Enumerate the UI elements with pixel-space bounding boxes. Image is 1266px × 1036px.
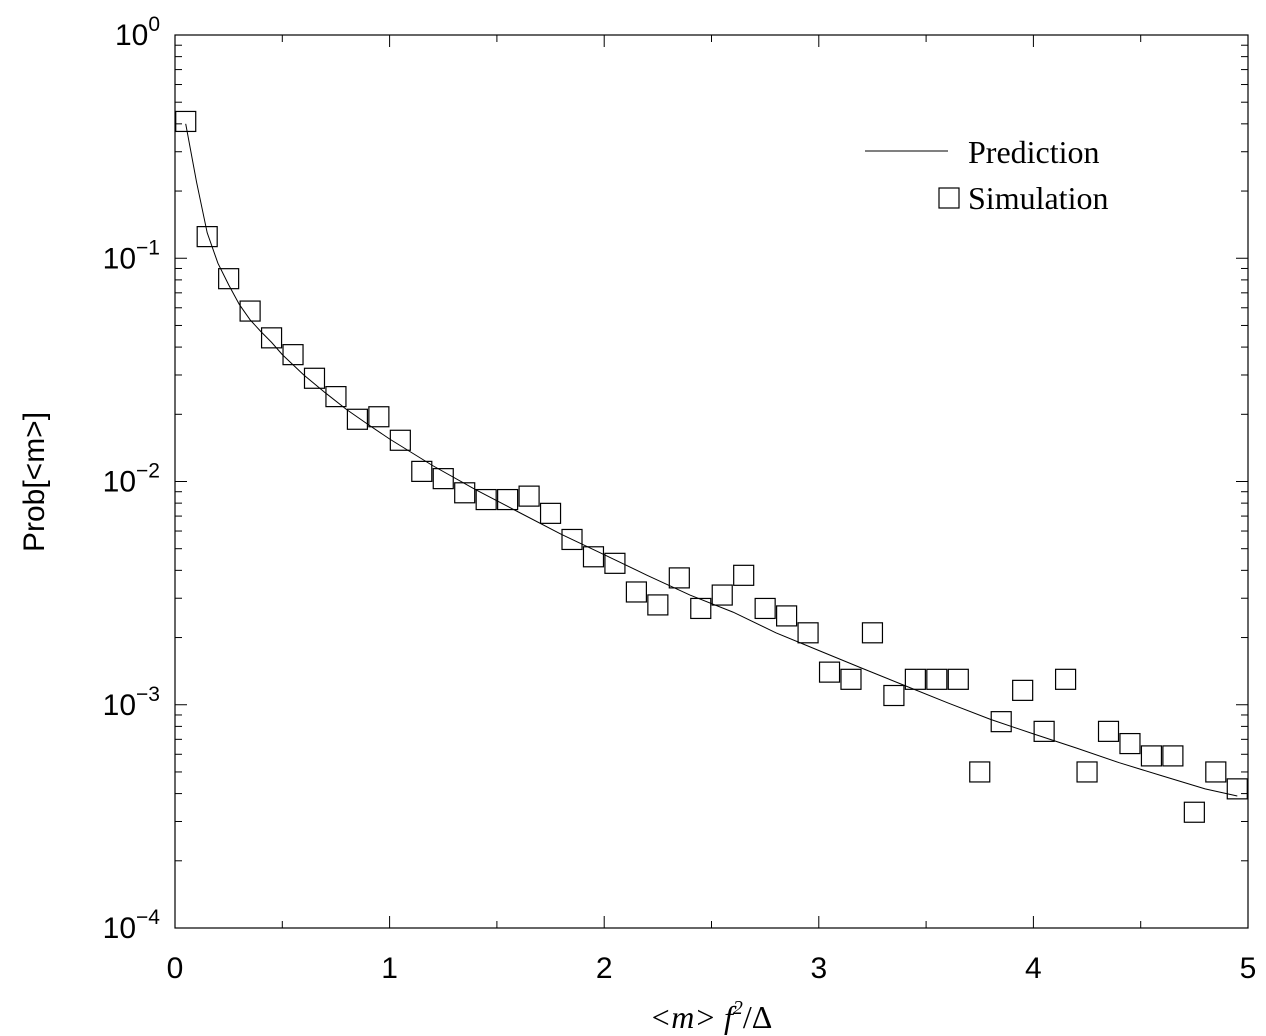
- simulation-point: [969, 761, 991, 783]
- simulation-point: [1033, 720, 1055, 742]
- x-tick-label: 4: [1025, 952, 1042, 985]
- simulation-point: [582, 546, 605, 568]
- y-tick-label: 10−3: [103, 683, 160, 722]
- x-tick-label: 5: [1240, 952, 1257, 985]
- simulation-point: [218, 268, 240, 290]
- legend-square-swatch: [938, 187, 960, 209]
- y-tick-label: 10−4: [103, 906, 161, 945]
- simulation-point: [325, 386, 347, 408]
- simulation-point: [947, 668, 969, 690]
- simulation-point: [175, 110, 197, 133]
- simulation-point: [690, 597, 712, 620]
- prediction-series-line: [185, 123, 1238, 797]
- x-axis-title-m: <m>: [650, 999, 716, 1035]
- simulation-point: [1205, 761, 1227, 783]
- simulation-point: [818, 661, 841, 683]
- simulation-point: [797, 622, 819, 644]
- simulation-point: [861, 622, 884, 644]
- simulation-point: [711, 584, 733, 606]
- simulation-point: [518, 485, 540, 507]
- simulation-point: [1183, 801, 1205, 823]
- simulation-point: [840, 668, 862, 690]
- simulation-point: [475, 488, 497, 511]
- simulation-point: [926, 668, 948, 690]
- simulation-point: [733, 564, 755, 586]
- legend-label-simulation: Simulation: [968, 180, 1108, 216]
- simulation-point: [1162, 745, 1184, 767]
- simulation-point: [647, 594, 669, 616]
- simulation-series-markers: [175, 110, 1248, 823]
- simulation-point: [883, 684, 905, 707]
- x-axis-title-exp: 2: [733, 997, 743, 1019]
- simulation-point: [1119, 732, 1141, 755]
- simulation-point: [303, 367, 326, 389]
- x-tick-label: 1: [381, 952, 398, 985]
- simulation-point: [604, 552, 626, 574]
- legend-label-prediction: Prediction: [968, 134, 1100, 170]
- simulation-point: [454, 482, 476, 504]
- simulation-point: [1012, 679, 1034, 701]
- y-tick-label: 10−2: [103, 460, 160, 499]
- legend: Prediction Simulation: [865, 134, 1108, 216]
- simulation-point: [239, 300, 261, 322]
- x-tick-label: 2: [596, 952, 613, 985]
- simulation-point: [625, 581, 647, 603]
- x-tick-labels: 0 1 2 3 4 5: [167, 952, 1257, 985]
- simulation-point: [1076, 761, 1098, 783]
- simulation-point: [260, 327, 283, 349]
- simulation-point: [561, 528, 583, 551]
- simulation-point: [497, 488, 519, 511]
- simulation-point: [432, 468, 454, 490]
- simulation-point: [1226, 778, 1248, 800]
- simulation-point: [368, 406, 390, 428]
- y-tick-labels: 100 10−1 10−2 10−3 10−4: [103, 13, 161, 945]
- simulation-point: [776, 605, 798, 627]
- simulation-point: [668, 567, 690, 589]
- simulation-point: [282, 344, 304, 366]
- y-tick-label: 10−1: [103, 236, 160, 275]
- simulation-point: [1054, 668, 1077, 690]
- simulation-point: [196, 226, 218, 248]
- simulation-point: [411, 460, 433, 482]
- x-tick-label: 0: [167, 952, 184, 985]
- x-axis-title-rest: /Δ: [743, 999, 772, 1035]
- simulation-point: [904, 668, 926, 690]
- x-axis-title: <m> f2/Δ: [650, 997, 773, 1035]
- simulation-point: [539, 502, 562, 524]
- simulation-point: [990, 711, 1012, 733]
- x-tick-label: 3: [810, 952, 827, 985]
- simulation-point: [389, 429, 411, 451]
- simulation-point: [754, 597, 776, 620]
- y-tick-label: 100: [115, 13, 160, 52]
- simulation-point: [1140, 745, 1163, 767]
- y-axis-title: Prob[<m>]: [18, 412, 51, 552]
- simulation-point: [1097, 720, 1120, 742]
- simulation-point: [346, 408, 369, 430]
